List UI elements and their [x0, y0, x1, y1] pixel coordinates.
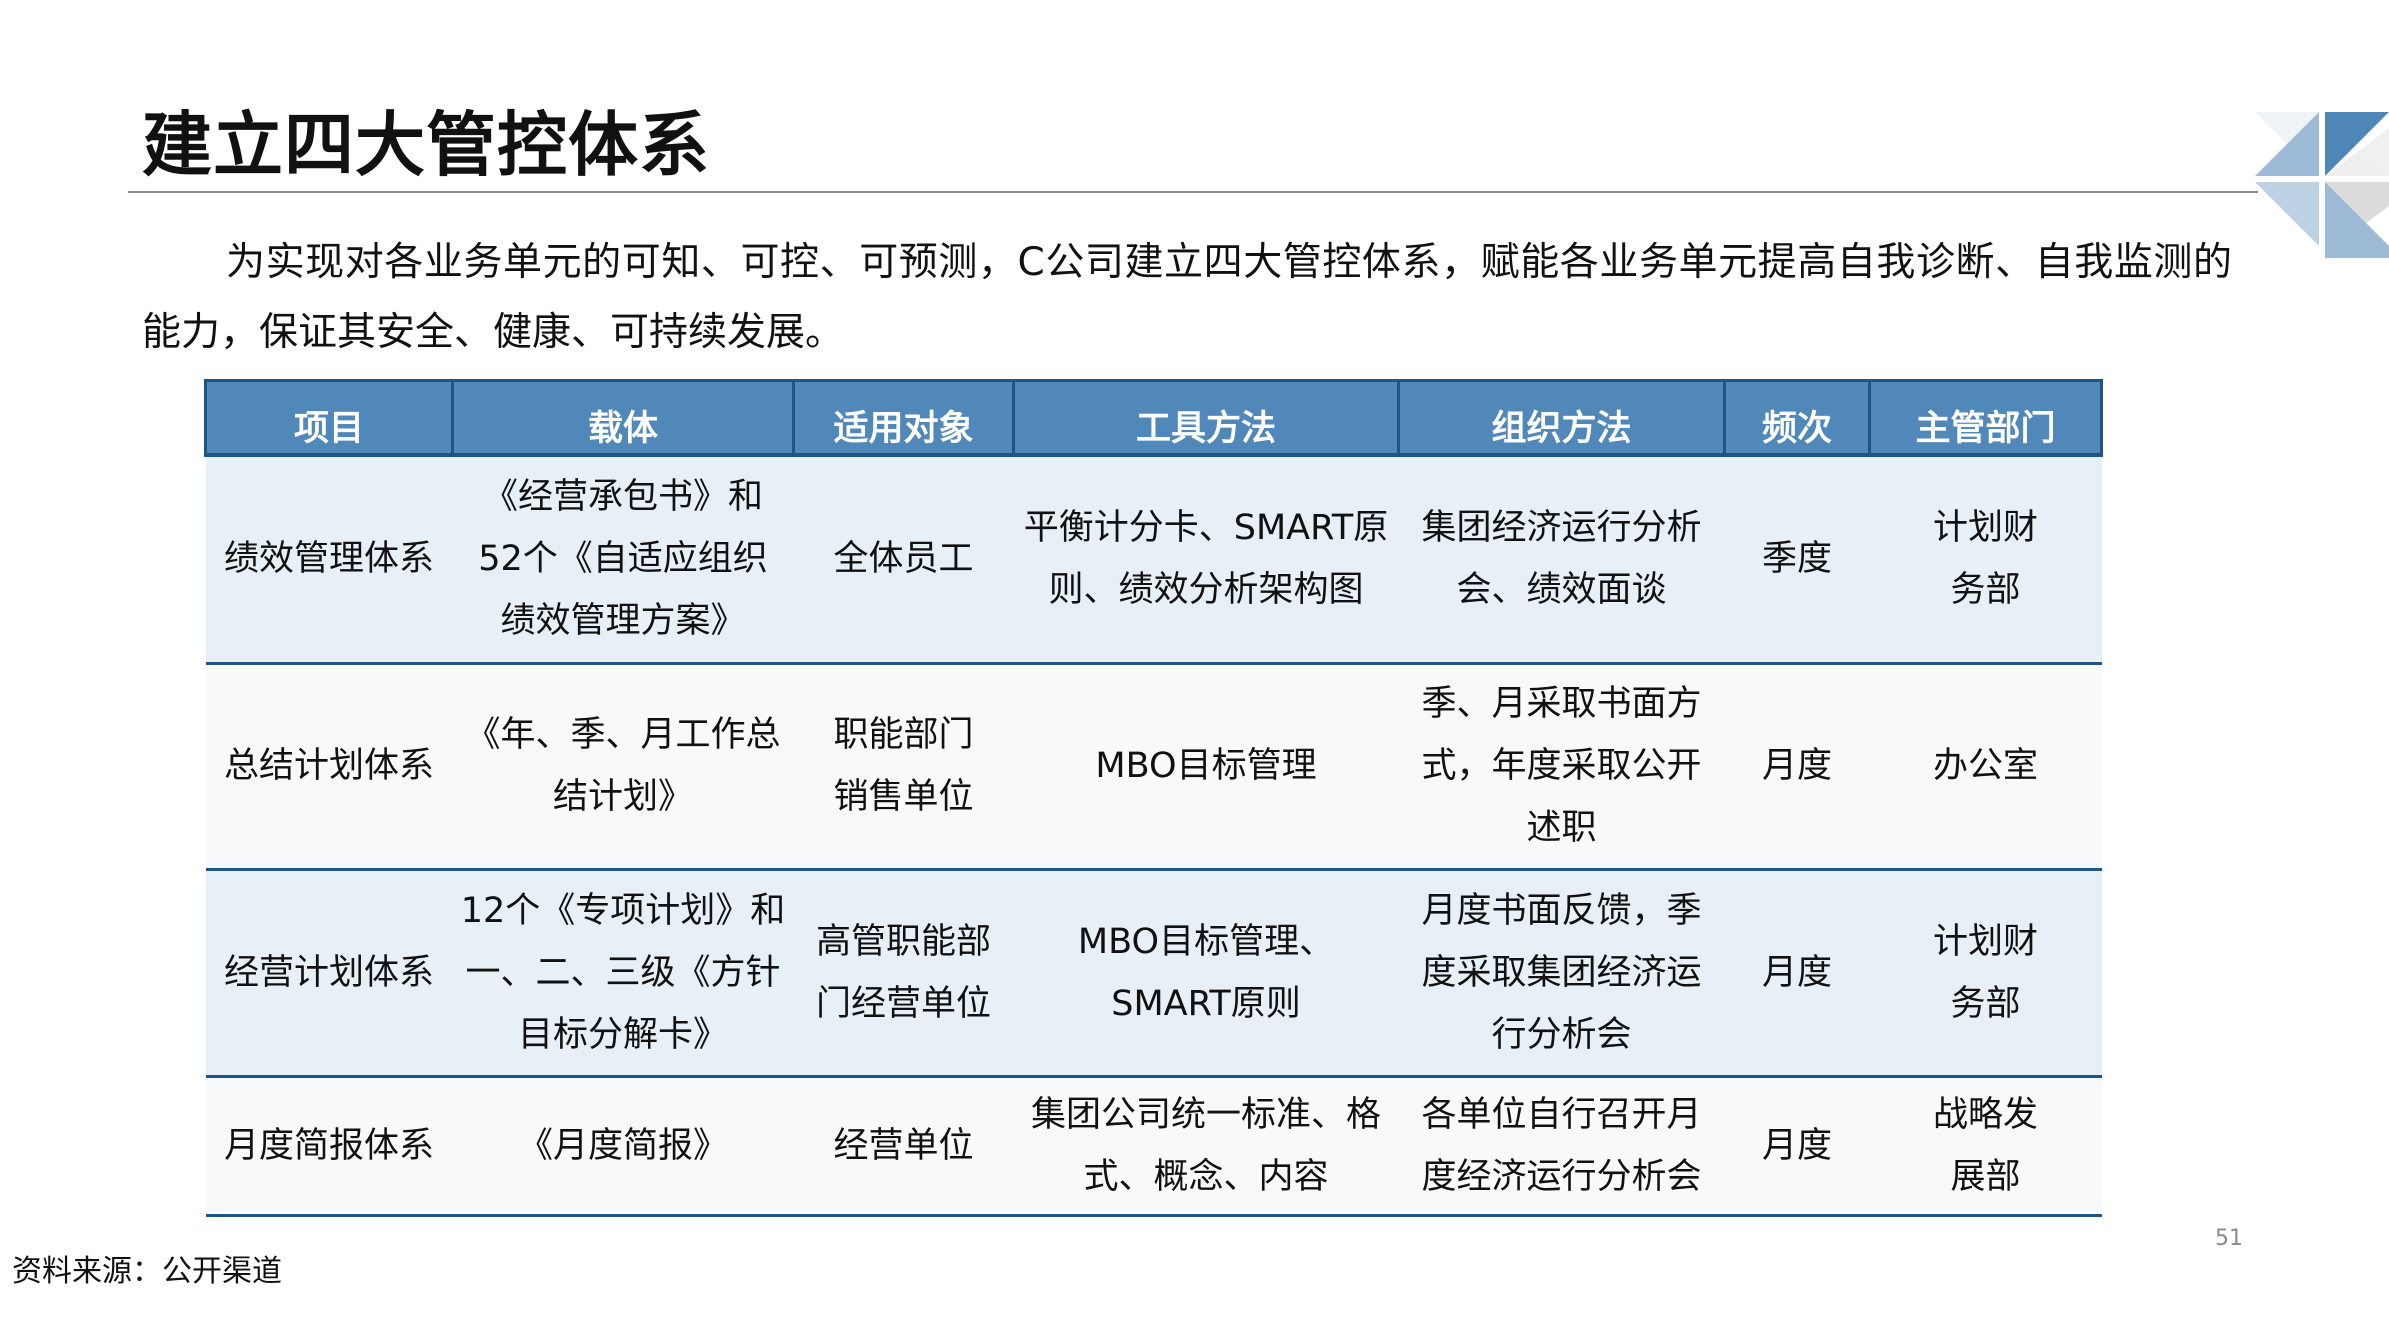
table-row: 经营计划体系 12个《专项计划》和一、二、三级《方针目标分解卡》 高管职能部门经…	[205, 869, 2102, 1078]
cell-tools: 平衡计分卡、SMART原则、绩效分析架构图	[1013, 455, 1399, 665]
cell-organization: 各单位自行召开月度经济运行分析会	[1398, 1076, 1725, 1217]
cell-carrier: 12个《专项计划》和一、二、三级《方针目标分解卡》	[452, 869, 794, 1078]
cell-frequency: 月度	[1724, 869, 1870, 1078]
cell-carrier: 《经营承包书》和52个《自适应组织绩效管理方案》	[452, 455, 794, 665]
header-carrier: 载体	[451, 379, 795, 457]
cell-audience: 职能部门销售单位	[793, 663, 1014, 871]
control-systems-table: 项目 载体 适用对象 工具方法 组织方法 频次 主管部门 绩效管理体系 《经营承…	[204, 379, 2103, 1217]
header-project: 项目	[204, 379, 454, 457]
cell-audience: 全体员工	[793, 455, 1014, 665]
table-header-row: 项目 载体 适用对象 工具方法 组织方法 频次 主管部门	[204, 379, 2103, 457]
cell-organization: 月度书面反馈，季度采取集团经济运行分析会	[1398, 869, 1725, 1078]
cell-audience: 经营单位	[793, 1076, 1014, 1217]
title-divider	[128, 191, 2258, 193]
cell-frequency: 月度	[1724, 1076, 1870, 1217]
cell-department: 办公室	[1869, 663, 2102, 871]
header-frequency: 频次	[1723, 379, 1871, 457]
header-tools: 工具方法	[1012, 379, 1400, 457]
cell-project: 总结计划体系	[205, 663, 453, 871]
logo-icon	[2255, 112, 2389, 258]
header-department: 主管部门	[1868, 379, 2103, 457]
intro-paragraph: 为实现对各业务单元的可知、可控、可预测，C公司建立四大管控体系，赋能各业务单元提…	[142, 240, 2232, 355]
page-title: 建立四大管控体系	[142, 104, 710, 186]
cell-tools: 集团公司统一标准、格式、概念、内容	[1013, 1076, 1399, 1217]
table-row: 绩效管理体系 《经营承包书》和52个《自适应组织绩效管理方案》 全体员工 平衡计…	[205, 455, 2102, 665]
cell-project: 月度简报体系	[205, 1076, 453, 1217]
cell-project: 绩效管理体系	[205, 455, 453, 665]
source-note: 资料来源：公开渠道	[12, 1254, 282, 1289]
table-row: 月度简报体系 《月度简报》 经营单位 集团公司统一标准、格式、概念、内容 各单位…	[205, 1076, 2102, 1217]
cell-audience: 高管职能部门经营单位	[793, 869, 1014, 1078]
cell-project: 经营计划体系	[205, 869, 453, 1078]
cell-tools: MBO目标管理、SMART原则	[1013, 869, 1399, 1078]
header-organization: 组织方法	[1397, 379, 1726, 457]
cell-carrier: 《年、季、月工作总结计划》	[452, 663, 794, 871]
cell-carrier: 《月度简报》	[452, 1076, 794, 1217]
cell-organization: 季、月采取书面方式，年度采取公开述职	[1398, 663, 1725, 871]
table-row: 总结计划体系 《年、季、月工作总结计划》 职能部门销售单位 MBO目标管理 季、…	[205, 663, 2102, 871]
cell-tools: MBO目标管理	[1013, 663, 1399, 871]
cell-frequency: 月度	[1724, 663, 1870, 871]
cell-department: 计划财务部	[1869, 455, 2102, 665]
header-audience: 适用对象	[792, 379, 1015, 457]
page-number: 51	[2215, 1226, 2243, 1251]
cell-department: 计划财务部	[1869, 869, 2102, 1078]
cell-department: 战略发展部	[1869, 1076, 2102, 1217]
cell-organization: 集团经济运行分析会、绩效面谈	[1398, 455, 1725, 665]
cell-frequency: 季度	[1724, 455, 1870, 665]
